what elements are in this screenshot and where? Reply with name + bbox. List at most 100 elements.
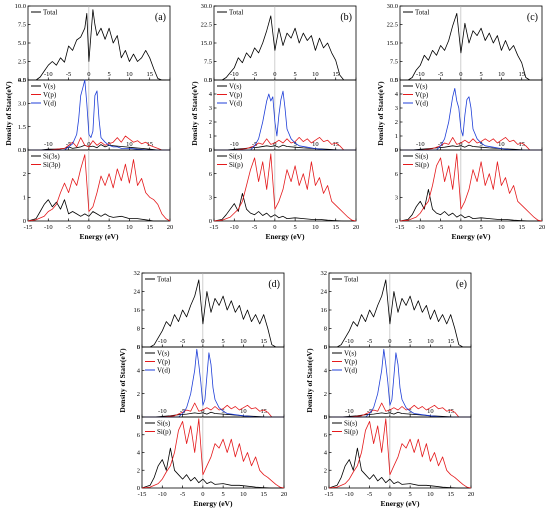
- series-line-v-d-: [400, 88, 542, 151]
- y-tick-label: 3: [209, 105, 212, 112]
- x-tick-label: 10: [240, 408, 247, 415]
- y-tick-label: 0: [395, 218, 398, 225]
- y-tick-label: 2: [23, 171, 26, 178]
- x-tick-label: 15: [260, 491, 267, 498]
- y-tick-label: 4: [209, 91, 213, 98]
- legend-label: V(d): [157, 367, 171, 375]
- y-tick-label: 4: [324, 368, 328, 375]
- x-tick-label: 5: [108, 141, 111, 148]
- legend-label: V(p): [415, 91, 429, 99]
- x-tick-label: -5: [66, 224, 71, 231]
- series-line-si-p-: [399, 153, 543, 222]
- x-tick-label: -5: [438, 224, 443, 231]
- subplot-a-2: -15 -10 -5 0 5 10 15 20 0 1 2 3 Si(3s)Si(3p): [23, 147, 174, 231]
- plot-frame: [213, 5, 357, 81]
- x-tick-label: -10: [416, 224, 425, 231]
- x-tick-label: -10: [345, 338, 354, 345]
- x-tick-label: 15: [447, 338, 454, 345]
- x-tick-label: 5: [294, 141, 297, 148]
- legend-label: Si(s): [415, 153, 429, 161]
- x-tick-label: -5: [438, 71, 443, 78]
- x-tick-label: -15: [24, 224, 33, 231]
- x-tick-label: 0: [273, 71, 276, 78]
- y-tick-label: 10.0: [15, 3, 26, 10]
- y-tick-label: 1: [23, 195, 26, 202]
- legend-label: V(p): [157, 358, 171, 366]
- x-tick-label: 10: [498, 141, 505, 148]
- x-axis-label: Energy (eV): [266, 232, 305, 241]
- y-tick-label: 7.5: [390, 59, 398, 66]
- x-tick-label: 0: [273, 141, 276, 148]
- series-line-total: [407, 12, 531, 81]
- series-line-total: [149, 279, 277, 348]
- series-line-si-s-: [141, 447, 284, 489]
- y-tick-label: 22.5: [201, 22, 212, 29]
- x-tick-label: 5: [294, 224, 297, 231]
- x-tick-label: -15: [396, 224, 405, 231]
- x-tick-label: 5: [108, 224, 111, 231]
- x-tick-label: 0: [388, 491, 391, 498]
- series-line-v-p-: [214, 136, 356, 151]
- x-tick-label: 5: [222, 338, 225, 345]
- y-tick-label: 7.5: [18, 22, 26, 29]
- legend-label: V(p): [43, 91, 57, 99]
- panel-tag: (e): [456, 279, 467, 290]
- subplot-e-0: -10 -5 0 5 10 15 0 8 16 24 32 Total: [321, 270, 472, 351]
- legend-label: Total: [157, 276, 171, 284]
- series-line-si-s-: [213, 192, 356, 222]
- panel-tag: (d): [268, 279, 280, 290]
- y-tick-label: 5.0: [18, 40, 26, 47]
- x-tick-label: 15: [447, 408, 454, 415]
- y-tick-label: 0: [137, 344, 140, 351]
- x-tick-label: 10: [498, 224, 505, 231]
- panel-tag: (a): [155, 12, 166, 23]
- x-tick-label: 5: [222, 491, 225, 498]
- legend-label: V(p): [229, 91, 243, 99]
- x-tick-label: 20: [167, 224, 174, 231]
- y-tick-label: 3: [395, 105, 398, 112]
- x-tick-label: 15: [447, 491, 454, 498]
- y-tick-label: 0.0: [390, 77, 398, 84]
- y-tick-label: 4: [137, 450, 141, 457]
- series-line-v-p-: [142, 402, 284, 418]
- x-tick-label: 10: [312, 141, 319, 148]
- x-tick-label: 0: [201, 408, 204, 415]
- series-line-si-s-: [328, 447, 471, 489]
- series-line-v-p-: [28, 135, 170, 151]
- legend-label: Total: [229, 9, 243, 17]
- x-tick-label: 0: [87, 141, 90, 148]
- legend-label: V(s): [229, 83, 242, 91]
- y-tick-label: 8: [137, 414, 140, 421]
- y-tick-label: 4: [395, 91, 399, 98]
- y-tick-label: 2: [324, 467, 327, 474]
- y-tick-label: 30.0: [387, 3, 398, 10]
- x-tick-label: 15: [518, 141, 525, 148]
- x-tick-label: 0: [273, 224, 276, 231]
- series-line-si-3p-: [27, 154, 171, 222]
- x-tick-label: -10: [230, 141, 239, 148]
- series-line-v-d-: [214, 90, 356, 151]
- x-tick-label: 10: [427, 408, 434, 415]
- x-tick-label: 5: [480, 224, 483, 231]
- legend-label: V(d): [415, 100, 429, 108]
- x-tick-label: -10: [345, 491, 354, 498]
- legend-label: Total: [344, 276, 358, 284]
- x-tick-label: 0: [459, 224, 462, 231]
- plot-frame: [141, 272, 285, 348]
- x-tick-label: 10: [240, 491, 247, 498]
- subplot-b-0: -10 -5 0 5 10 15 0.0 7.5 15.0 22.5 30.0 Total: [201, 3, 357, 84]
- x-axis-label: Energy (eV): [80, 232, 119, 241]
- x-tick-label: -10: [44, 141, 53, 148]
- series-line-total: [336, 279, 464, 348]
- x-tick-label: -15: [325, 491, 334, 498]
- y-tick-label: 22.5: [387, 22, 398, 29]
- y-tick-label: 15.0: [387, 40, 398, 47]
- y-tick-label: 4: [137, 368, 141, 375]
- legend-label: Total: [415, 9, 429, 17]
- y-tick-label: 16: [321, 307, 328, 314]
- x-tick-label: -15: [210, 224, 219, 231]
- x-tick-label: 15: [146, 141, 153, 148]
